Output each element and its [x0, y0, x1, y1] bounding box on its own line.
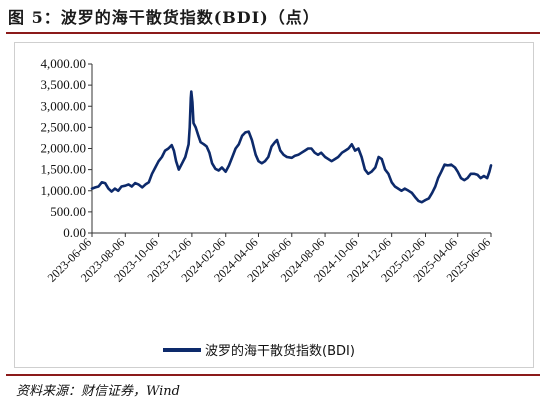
y-tick-label: 2,000.00 — [41, 141, 87, 156]
y-tick-label: 1,500.00 — [41, 162, 87, 177]
y-tick-label: 4,000.00 — [41, 56, 87, 71]
y-axis: 0.00 500.00 1,000.00 1,500.00 2,000.00 2,500.… — [41, 56, 93, 240]
x-axis: 2023-06-062023-08-062023-10-062023-12-06… — [45, 232, 493, 285]
figure-title: 图 5：波罗的海干散货指数(BDI)（点） — [8, 8, 320, 27]
y-tick-label: 3,000.00 — [41, 98, 87, 113]
y-tick-label: 2,500.00 — [41, 119, 87, 134]
title-rule — [6, 32, 540, 34]
bdi-line-chart: 0.00 500.00 1,000.00 1,500.00 2,000.00 2,500.… — [41, 56, 494, 359]
source-note: 资料来源：财信证券，Wind — [16, 384, 180, 399]
source-rule — [6, 374, 540, 376]
legend: 波罗的海干散货指数(BDI) — [163, 343, 355, 359]
series-line-bdi — [90, 90, 493, 204]
legend-label: 波罗的海干散货指数(BDI) — [205, 343, 355, 359]
y-tick-label: 500.00 — [50, 204, 86, 219]
series-layer — [90, 90, 493, 204]
y-tick-label: 0.00 — [63, 225, 86, 240]
y-tick-label: 1,000.00 — [41, 183, 87, 198]
chart-frame: 0.00 500.00 1,000.00 1,500.00 2,000.00 2,500.… — [14, 42, 534, 368]
y-tick-label: 3,500.00 — [41, 77, 87, 92]
